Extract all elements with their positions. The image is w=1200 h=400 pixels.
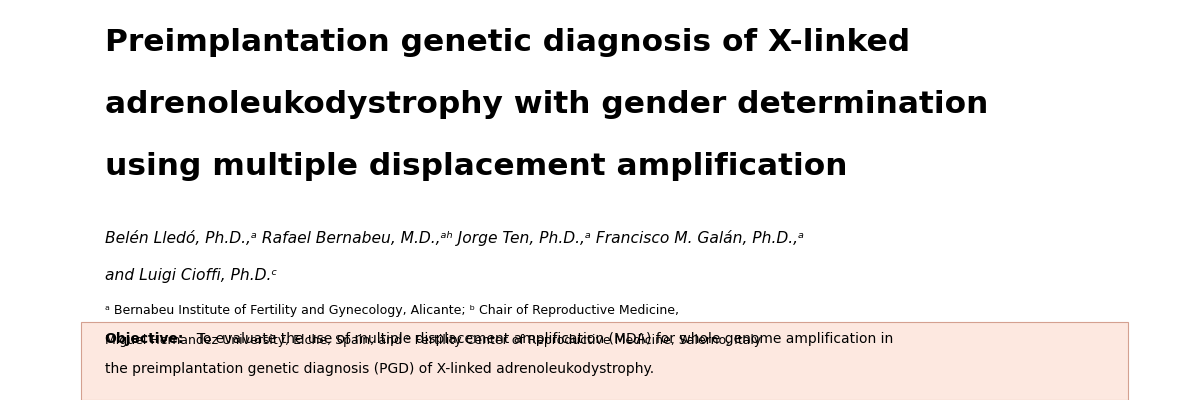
Text: Preimplantation genetic diagnosis of X-linked: Preimplantation genetic diagnosis of X-l… bbox=[104, 28, 910, 57]
Text: ᵃ Bernabeu Institute of Fertility and Gynecology, Alicante; ᵇ Chair of Reproduct: ᵃ Bernabeu Institute of Fertility and Gy… bbox=[104, 304, 679, 317]
Text: adrenoleukodystrophy with gender determination: adrenoleukodystrophy with gender determi… bbox=[104, 90, 988, 119]
Text: Objective:: Objective: bbox=[104, 332, 184, 346]
Text: the preimplantation genetic diagnosis (PGD) of X-linked adrenoleukodystrophy.: the preimplantation genetic diagnosis (P… bbox=[104, 362, 654, 376]
Text: using multiple displacement amplification: using multiple displacement amplificatio… bbox=[104, 152, 847, 181]
Text: To evaluate the use of multiple displacement amplification (MDA) for whole genom: To evaluate the use of multiple displace… bbox=[188, 332, 894, 346]
Text: Miguel Hernandez University, Elche, Spain; and ᶜ Fertility Center of Reproductiv: Miguel Hernandez University, Elche, Spai… bbox=[104, 334, 761, 347]
Text: and Luigi Cioffi, Ph.D.ᶜ: and Luigi Cioffi, Ph.D.ᶜ bbox=[104, 268, 277, 283]
FancyBboxPatch shape bbox=[82, 322, 1128, 400]
Text: Belén Lledó, Ph.D.,ᵃ Rafael Bernabeu, M.D.,ᵃʰ Jorge Ten, Ph.D.,ᵃ Francisco M. Ga: Belén Lledó, Ph.D.,ᵃ Rafael Bernabeu, M.… bbox=[104, 230, 804, 246]
